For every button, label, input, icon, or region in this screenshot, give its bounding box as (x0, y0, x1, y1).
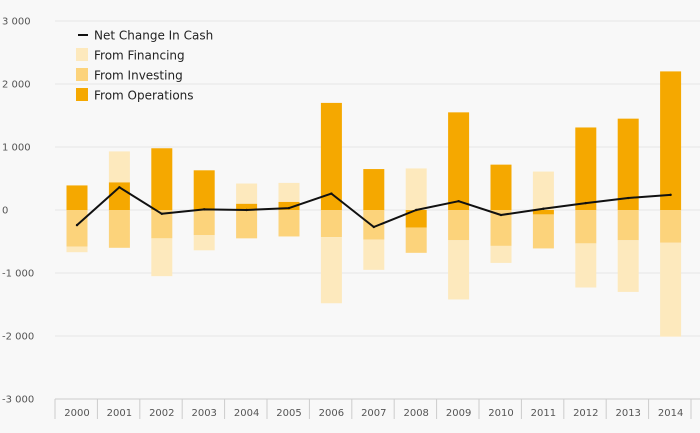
net-change-point-2002[interactable] (160, 212, 163, 215)
bar-from-financing-2008[interactable] (405, 168, 427, 210)
bar-from-operations-2002[interactable] (151, 148, 173, 210)
x-tick-label: 2001 (107, 408, 132, 419)
net-change-point-2000[interactable] (75, 223, 79, 227)
x-tick-label: 2000 (64, 408, 89, 419)
bar-from-financing-2009[interactable] (448, 240, 470, 300)
bar-from-investing-2010[interactable] (490, 210, 512, 246)
bar-from-financing-2007[interactable] (363, 239, 385, 270)
net-change-point-2005[interactable] (287, 206, 291, 210)
bar-from-operations-2003[interactable] (193, 170, 215, 210)
x-tick-label: 2008 (403, 408, 428, 419)
bar-from-investing-2009[interactable] (448, 210, 470, 241)
bar-from-financing-2010[interactable] (490, 245, 512, 263)
y-tick-label: 2 000 (2, 80, 31, 91)
bar-from-operations-2005[interactable] (278, 201, 300, 210)
bars (66, 71, 682, 337)
bar-from-operations-2011[interactable] (532, 210, 554, 215)
bar-from-investing-2012[interactable] (575, 210, 597, 244)
x-tick-label: 2002 (149, 408, 174, 419)
y-tick-label: -2 000 (2, 332, 34, 343)
bar-from-financing-2013[interactable] (617, 240, 639, 292)
bar-from-financing-2004[interactable] (236, 183, 258, 204)
bar-from-investing-2008[interactable] (405, 227, 427, 253)
bar-from-operations-2004[interactable] (236, 203, 258, 210)
net-change-point-2013[interactable] (627, 196, 630, 200)
bar-from-investing-2003[interactable] (193, 210, 215, 236)
bar-from-investing-2006[interactable] (320, 210, 342, 238)
bar-from-operations-2000[interactable] (66, 185, 88, 210)
bar-from-operations-2001[interactable] (108, 182, 130, 210)
y-tick-label: -1 000 (2, 269, 34, 280)
net-change-point-2012[interactable] (584, 201, 587, 205)
legend-label-financing: From Financing (94, 49, 185, 63)
bar-from-investing-2005[interactable] (278, 210, 300, 237)
bar-from-operations-2012[interactable] (575, 127, 597, 210)
x-tick-label: 2012 (573, 408, 598, 419)
bar-from-financing-2003[interactable] (193, 235, 215, 251)
legend-item-investing[interactable]: From Investing (76, 68, 183, 83)
legend-swatch-financing (76, 48, 88, 61)
x-tick-label: 2014 (658, 408, 683, 419)
legend-swatch-investing (76, 68, 88, 81)
net-change-point-2001[interactable] (118, 186, 121, 189)
net-change-point-2007[interactable] (372, 225, 375, 229)
bar-from-financing-2006[interactable] (320, 237, 342, 304)
legend: Net Change In Cash From Financing From I… (76, 29, 213, 103)
y-tick-label: 3 000 (2, 17, 31, 28)
bar-from-investing-2002[interactable] (151, 210, 173, 239)
bar-from-operations-2008[interactable] (405, 210, 427, 228)
legend-swatch-operations (76, 88, 88, 101)
bar-from-investing-2014[interactable] (660, 210, 682, 243)
net-change-point-2008[interactable] (415, 208, 418, 212)
legend-label-investing: From Investing (94, 69, 183, 83)
legend-label-net-change: Net Change In Cash (94, 29, 213, 43)
x-tick-label: 2013 (615, 408, 640, 419)
bar-from-operations-2014[interactable] (660, 71, 682, 211)
legend-item-operations[interactable]: From Operations (76, 88, 194, 103)
bar-from-financing-2000[interactable] (66, 246, 88, 253)
net-change-line-layer (75, 186, 672, 229)
bar-from-operations-2013[interactable] (617, 118, 639, 210)
y-tick-label: 1 000 (2, 143, 31, 154)
x-tick-label: 2005 (276, 408, 301, 419)
bar-from-investing-2004[interactable] (236, 210, 258, 239)
x-tick-label: 2011 (531, 408, 556, 419)
bar-from-operations-2010[interactable] (490, 164, 512, 210)
bar-from-financing-2012[interactable] (575, 243, 597, 288)
net-change-point-2004[interactable] (245, 208, 248, 212)
net-change-point-2014[interactable] (669, 193, 672, 197)
bar-from-investing-2011[interactable] (532, 214, 554, 249)
legend-label-operations: From Operations (94, 89, 194, 103)
x-tick-label: 2006 (319, 408, 344, 419)
legend-item-financing[interactable]: From Financing (76, 48, 185, 63)
bar-from-operations-2007[interactable] (363, 169, 385, 210)
legend-item-net-change[interactable]: Net Change In Cash (78, 29, 213, 43)
x-tick-label: 2010 (488, 408, 513, 419)
axes: 2000 2001 2002 2003 2004 2005 2006 2007 2008 2009… (54, 398, 700, 419)
net-change-point-2003[interactable] (203, 208, 206, 211)
y-tick-label: -3 000 (2, 395, 34, 406)
x-tick-label: 2004 (234, 408, 259, 419)
x-tick-label: 2007 (361, 408, 386, 419)
net-change-point-2011[interactable] (542, 207, 545, 210)
bar-from-investing-2001[interactable] (108, 210, 130, 248)
y-tick-label: 0 (2, 206, 8, 217)
net-change-point-2006[interactable] (330, 192, 333, 195)
net-change-point-2010[interactable] (499, 213, 503, 217)
bar-from-investing-2013[interactable] (617, 210, 639, 241)
bar-from-investing-2007[interactable] (363, 210, 385, 240)
x-tick-label: 2009 (446, 408, 471, 419)
bar-from-financing-2002[interactable] (151, 238, 173, 277)
bar-from-financing-2005[interactable] (278, 182, 300, 202)
bar-from-operations-2006[interactable] (320, 102, 342, 210)
bar-from-operations-2009[interactable] (448, 112, 470, 210)
bar-from-investing-2000[interactable] (66, 210, 88, 247)
bar-from-financing-2011[interactable] (532, 171, 554, 210)
net-change-point-2009[interactable] (457, 199, 460, 203)
bar-from-financing-2001[interactable] (108, 151, 130, 183)
x-tick-label: 2003 (191, 408, 216, 419)
bar-from-financing-2014[interactable] (660, 242, 682, 337)
